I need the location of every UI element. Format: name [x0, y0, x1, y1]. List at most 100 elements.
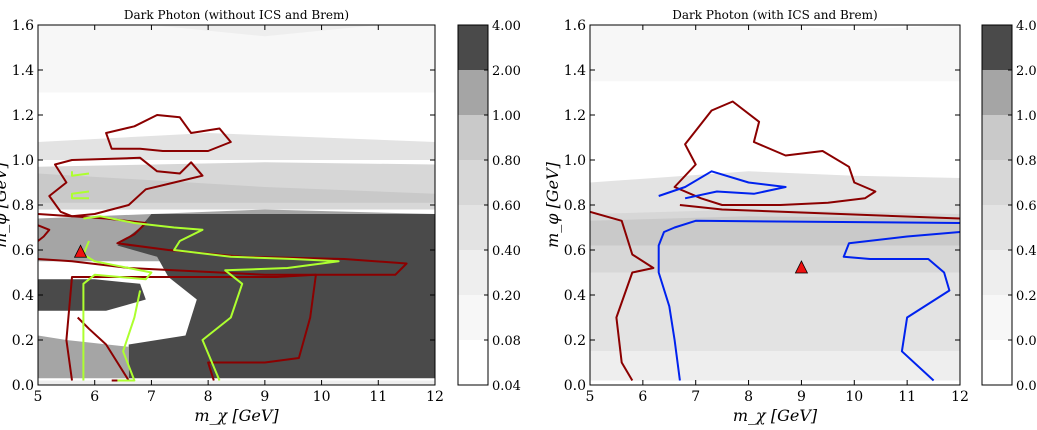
contour-line-11 [117, 290, 142, 382]
contour-line-2 [590, 210, 655, 382]
y-axis-label: m_φ [GeV] [543, 161, 562, 248]
colorbar-tick-label: 1.00 [492, 109, 521, 124]
colorbar-segment-4 [982, 205, 1012, 250]
colorbar-segment-6 [982, 115, 1012, 160]
contour-line-4 [658, 170, 787, 200]
colorbar-tick-label: 0.08 [1016, 334, 1037, 349]
colorbar-tick-label: 2.00 [1016, 64, 1037, 79]
colorbar-tick-label: 0.40 [492, 244, 521, 259]
x-tick-label: 10 [313, 389, 331, 405]
y-axis-label: m_φ [GeV] [0, 161, 10, 248]
y-tick-label: 1.0 [564, 153, 586, 169]
filled-regions [38, 25, 435, 385]
y-tick-label: 1.4 [564, 63, 586, 79]
contour-line-9 [83, 215, 340, 381]
filled-region-3 [38, 133, 435, 160]
x-tick-label: 11 [369, 389, 387, 405]
contour-line-5 [65, 273, 317, 381]
x-tick-label: 7 [691, 389, 700, 405]
contour-line-4 [38, 224, 51, 242]
colorbar-segment-5 [982, 160, 1012, 205]
y-tick-label: 1.0 [12, 153, 34, 169]
contour-line-6 [842, 231, 960, 382]
colorbar-tick-label: 4.00 [1016, 19, 1037, 34]
colorbar-segment-5 [458, 160, 488, 205]
y-tick-label: 0.8 [564, 198, 586, 214]
colorbar-tick-label: 0.20 [1016, 289, 1037, 304]
x-tick-label: 10 [845, 389, 863, 405]
x-tick-label: 9 [797, 389, 806, 405]
y-tick-label: 0.6 [12, 243, 34, 259]
filled-region-1 [590, 25, 960, 82]
y-tick-label: 1.4 [12, 63, 34, 79]
x-axis-label: m_χ [GeV] [733, 406, 818, 425]
contour-line-7 [71, 171, 90, 177]
x-tick-label: 6 [90, 389, 99, 405]
filled-region-2 [38, 25, 435, 93]
y-tick-label: 0.4 [564, 288, 586, 304]
contour-line-1 [105, 114, 232, 152]
colorbar-left: 0.04 0.08 0.20 0.40 0.60 0.80 1.00 2.00 4.00 [457, 19, 521, 394]
y-tick-label: 0.8 [12, 198, 34, 214]
x-tick-label: 5 [586, 389, 595, 405]
colorbar-segment-8 [982, 25, 1012, 70]
colorbar-segment-1 [982, 340, 1012, 385]
colorbar-segment-4 [458, 205, 488, 250]
colorbar-tick-label: 4.00 [492, 19, 521, 34]
y-tick-label: 0.2 [564, 333, 586, 349]
y-tick-label: 0.2 [12, 333, 34, 349]
x-tick-label: 12 [426, 389, 444, 405]
filled-region-4 [590, 216, 960, 246]
contour-line-1 [673, 100, 877, 206]
colorbar-tick-label: 1.00 [1016, 109, 1037, 124]
contour-line-5 [657, 219, 960, 381]
colorbar-tick-label: 0.60 [492, 199, 521, 214]
filled-region-6 [38, 173, 435, 203]
y-tick-label: 1.6 [12, 18, 34, 34]
y-tick-label: 1.2 [564, 108, 586, 124]
colorbar-segment-2 [982, 295, 1012, 340]
chart-title: Dark Photon (with ICS and Brem) [672, 8, 877, 22]
x-tick-label: 12 [951, 389, 969, 405]
panel-right: 5 6 7 8 9 10 11 12 0.0 0.2 0.4 0.6 0.8 1.0 1.2 1.4 1.6 Da… [543, 8, 969, 425]
y-tick-label: 1.6 [564, 18, 586, 34]
x-tick-label: 8 [744, 389, 753, 405]
y-tick-label: 0.0 [12, 378, 34, 394]
contour-line-8 [71, 190, 90, 200]
colorbar-right: 0.04 0.08 0.20 0.40 0.60 0.80 1.00 2.00 4.00 [981, 19, 1037, 394]
colorbar-tick-label: 0.08 [492, 334, 521, 349]
colorbar-segment-8 [458, 25, 488, 70]
filled-region-8 [38, 279, 146, 311]
colorbar-tick-label: 0.80 [1016, 154, 1037, 169]
filled-region-5 [590, 351, 960, 381]
colorbar-segment-6 [458, 115, 488, 160]
x-axis-label: m_χ [GeV] [194, 406, 279, 425]
y-tick-label: 0.0 [564, 378, 586, 394]
x-tick-label: 9 [260, 389, 269, 405]
colorbar-segment-3 [982, 250, 1012, 295]
contour-line-3 [679, 204, 960, 220]
x-tick-label: 7 [147, 389, 156, 405]
y-tick-label: 1.2 [12, 108, 34, 124]
colorbar-segment-7 [458, 70, 488, 115]
contour-lines [38, 114, 408, 382]
colorbar-tick-label: 0.40 [1016, 244, 1037, 259]
colorbar-tick-label: 0.04 [1016, 379, 1037, 394]
colorbar-tick-label: 0.04 [492, 379, 521, 394]
colorbar-tick-label: 0.20 [492, 289, 521, 304]
colorbar-segment-3 [458, 250, 488, 295]
panel-left: 5 6 7 8 9 10 11 12 0.0 0.2 0.4 0.6 0.8 1.0 1.2 1.4 1.6 Da… [0, 8, 444, 425]
x-tick-label: 6 [638, 389, 647, 405]
colorbar-segment-1 [458, 340, 488, 385]
contour-lines [590, 100, 960, 382]
colorbar-tick-label: 0.80 [492, 154, 521, 169]
x-tick-label: 8 [204, 389, 213, 405]
colorbar-tick-label: 0.60 [1016, 199, 1037, 214]
colorbar-tick-label: 2.00 [492, 64, 521, 79]
y-tick-label: 0.6 [564, 243, 586, 259]
chart-title: Dark Photon (without ICS and Brem) [124, 8, 349, 22]
best-fit-marker [73, 244, 88, 258]
x-tick-label: 5 [34, 389, 43, 405]
colorbar-segment-7 [982, 70, 1012, 115]
